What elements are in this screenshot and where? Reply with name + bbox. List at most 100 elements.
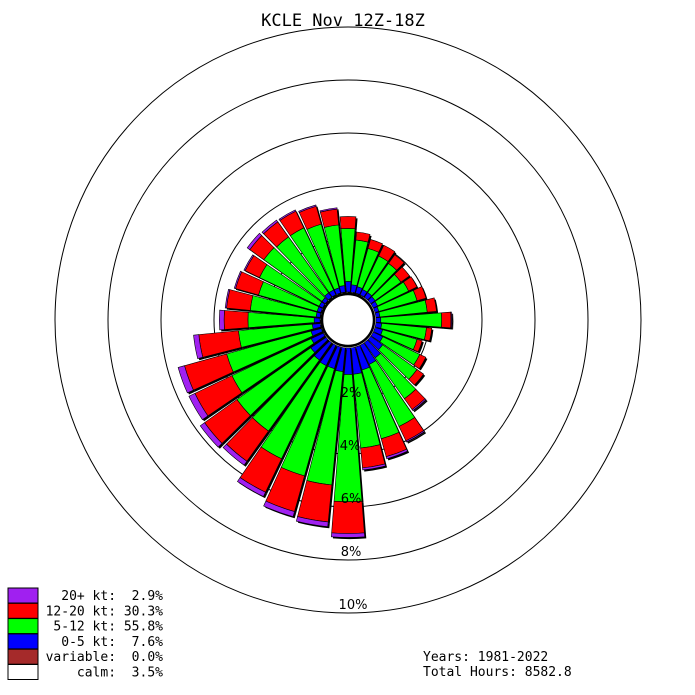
direction-bars <box>177 204 454 540</box>
bar-segment-160 <box>385 448 408 460</box>
legend-swatch <box>7 633 39 650</box>
bar-segment-130 <box>408 369 424 386</box>
ring-label: 4% <box>340 439 361 454</box>
total-hours-label: Total Hours: 8582.8 <box>423 665 572 680</box>
bar-segment-190 <box>295 516 329 528</box>
legend-swatch <box>7 602 39 619</box>
bar-segment-200 <box>263 500 295 518</box>
dir-10-bar <box>350 231 371 294</box>
legend: 20+ kt: 2.9%12-20 kt: 30.3% 5-12 kt: 55.… <box>7 587 164 681</box>
bar-segment-230 <box>199 422 223 448</box>
ring-label: 2% <box>341 386 362 401</box>
bar-segment-140 <box>411 398 427 412</box>
calm-center <box>320 292 376 348</box>
dir-340-bar <box>298 204 341 295</box>
legend-label: variable: 0.0% <box>46 650 164 665</box>
dir-40-bar <box>363 254 405 301</box>
dir-210-bar <box>236 342 337 497</box>
legend-swatch <box>7 618 39 635</box>
bar-segment-60 <box>403 276 418 292</box>
bar-segment-220 <box>222 443 248 466</box>
ring-label: 8% <box>341 545 362 560</box>
bar-segment-250 <box>177 365 194 394</box>
bar-segment-100 <box>424 327 433 342</box>
ring-10pct <box>54 26 642 614</box>
legend-label: calm: 3.5% <box>46 666 164 681</box>
bar-segment-80 <box>424 297 437 313</box>
bar-segment-90 <box>441 311 452 329</box>
bar-shadow <box>413 400 428 413</box>
bar-segment-240 <box>188 392 209 421</box>
dir-240-bar <box>188 331 326 421</box>
dir-310-bar <box>246 232 329 305</box>
dir-160-bar <box>355 345 408 460</box>
dir-60-bar <box>370 276 418 309</box>
bar-segment-90 <box>375 317 382 323</box>
bar-segment-30 <box>378 244 396 262</box>
dir-30-bar <box>359 244 396 298</box>
bar-segment-70 <box>412 286 427 302</box>
legend-label: 20+ kt: 2.9% <box>46 589 164 604</box>
dir-180-bar <box>330 347 366 538</box>
bar-segment-280 <box>224 288 231 309</box>
bar-segment-320 <box>261 219 279 235</box>
ring-8pct <box>107 79 589 561</box>
ring-labels: 2% 4% 6% 8% 10% <box>339 386 368 613</box>
bar-segment-260 <box>193 334 204 359</box>
bar-segment-0 <box>339 216 357 229</box>
dir-150-bar <box>359 342 425 443</box>
bar-segment-50 <box>394 266 410 283</box>
legend-swatch <box>7 648 39 665</box>
bar-segment-170 <box>362 463 386 471</box>
legend-swatch <box>7 664 39 680</box>
dir-100-bar <box>374 322 433 342</box>
dir-110-bar <box>373 327 423 353</box>
dir-90-bar <box>375 311 453 329</box>
ring-grid <box>54 26 642 614</box>
dir-230-bar <box>199 335 329 448</box>
legend-label: 0-5 kt: 7.6% <box>46 635 164 650</box>
bar-segment-290 <box>233 270 243 289</box>
dir-0-bar <box>339 216 357 293</box>
bar-segment-210 <box>236 477 266 497</box>
calm-circle <box>320 292 376 348</box>
dir-350-bar <box>319 207 346 294</box>
bar-segment-10 <box>355 231 371 243</box>
legend-swatch <box>7 587 39 604</box>
bar-segment-340 <box>298 204 317 213</box>
dir-140-bar <box>363 339 427 412</box>
legend-label: 5-12 kt: 55.8% <box>46 620 164 635</box>
dir-170-bar <box>350 346 386 471</box>
dir-50-bar <box>367 266 410 305</box>
dir-130-bar <box>367 335 424 386</box>
bar-segment-150 <box>405 430 425 443</box>
bar-segment-120 <box>413 354 427 370</box>
dir-120-bar <box>370 331 427 370</box>
bar-segment-270 <box>223 310 249 330</box>
ring-label: 10% <box>339 598 368 613</box>
legend-label: 12-20 kt: 30.3% <box>46 604 164 619</box>
bar-segment-20 <box>367 239 383 253</box>
bar-segment-300 <box>243 254 255 272</box>
dir-280-bar <box>224 288 322 318</box>
dir-20-bar <box>355 239 383 295</box>
ring-label: 6% <box>341 492 362 507</box>
dir-260-bar <box>193 322 322 359</box>
bar-segment-40 <box>388 254 405 271</box>
dir-250-bar <box>177 327 323 394</box>
bar-segment-350 <box>319 207 338 213</box>
bar-segment-270 <box>219 309 225 331</box>
bar-segment-110 <box>412 338 423 353</box>
bar-segment-350 <box>319 208 339 228</box>
bar-shadow <box>387 450 410 461</box>
bar-segment-90 <box>450 311 453 329</box>
chart-title: KCLE Nov 12Z-18Z <box>261 11 425 31</box>
bar-segment-310 <box>246 232 263 251</box>
bar-segment-180 <box>330 532 366 538</box>
dir-190-bar <box>295 346 346 528</box>
dir-320-bar <box>261 219 333 301</box>
years-label: Years: 1981-2022 <box>423 650 548 665</box>
bar-shadow <box>452 313 454 330</box>
